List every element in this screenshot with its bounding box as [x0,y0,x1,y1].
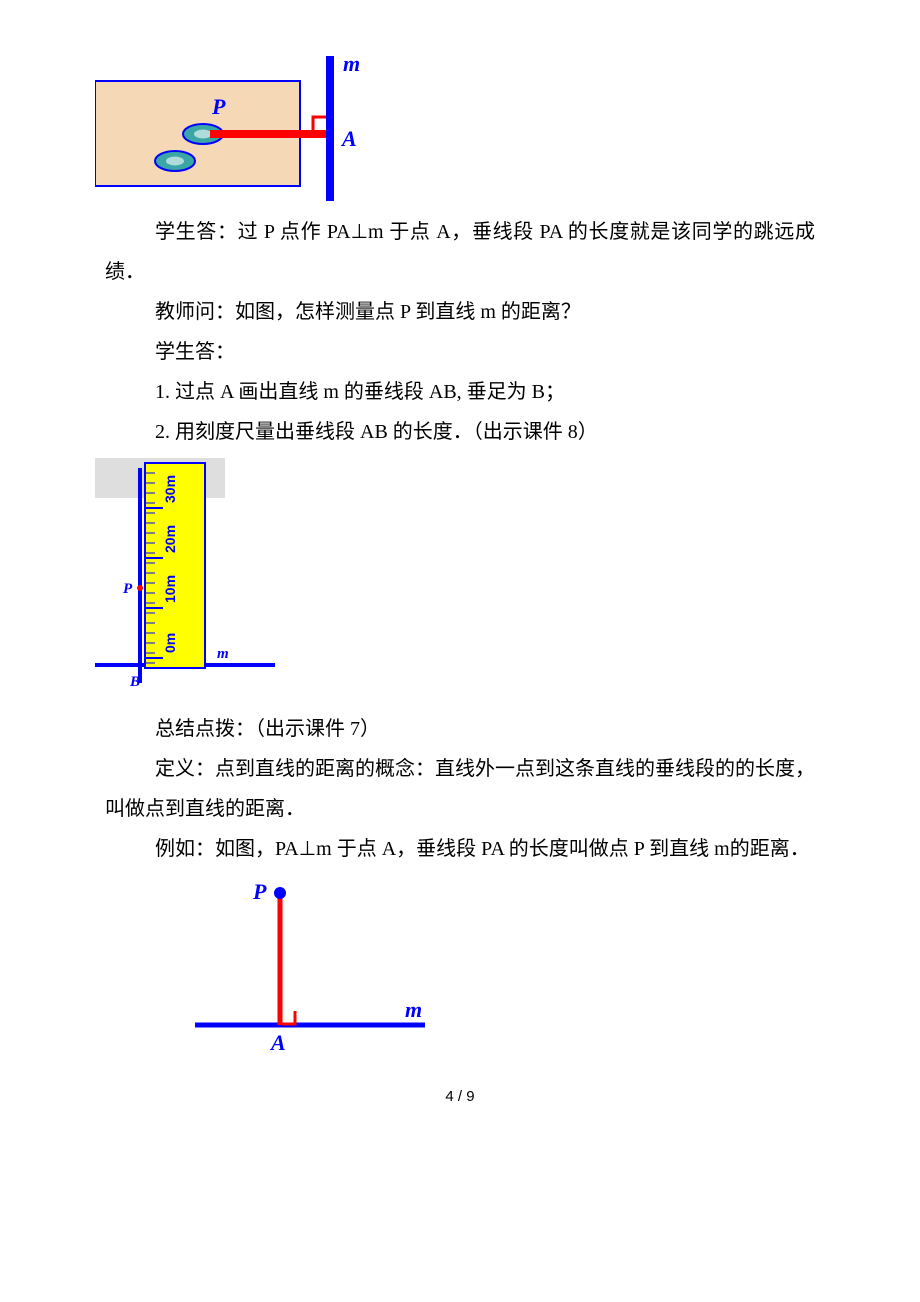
figure-3: P Am [195,875,815,1060]
svg-text:0m: 0m [162,633,178,653]
svg-text:P: P [211,94,226,119]
svg-text:P: P [252,879,267,904]
figure-1: m P A [95,56,815,206]
para-example: 例如：如图，PA⊥m 于点 A，垂线段 PA 的长度叫做点 P 到直线 m的距离… [105,829,815,869]
svg-text:P: P [123,581,133,597]
svg-text:m: m [343,56,360,76]
svg-text:10m: 10m [162,575,178,603]
para-step-2: 2. 用刻度尺量出垂线段 AB 的长度．（出示课件 8） [105,412,815,452]
svg-text:m: m [217,646,229,662]
para-teacher-question: 教师问：如图，怎样测量点 P 到直线 m 的距离？ [105,292,815,332]
para-student-answer-2: 学生答： [105,332,815,372]
para-summary: 总结点拨：（出示课件 7） [105,709,815,749]
page-content: m P A 学生答：过 P 点作 PA⊥m 于点 A，垂线段 PA 的长度就是该同学… [0,0,920,1145]
page-footer: 4 / 9 [105,1088,815,1105]
svg-text:30m: 30m [162,475,178,503]
svg-text:A: A [340,126,357,151]
svg-text:A: A [269,1030,286,1055]
svg-text:m: m [405,997,422,1022]
para-student-answer-1: 学生答：过 P 点作 PA⊥m 于点 A，垂线段 PA 的长度就是该同学的跳远成… [105,212,815,292]
para-step-1: 1. 过点 A 画出直线 m 的垂线段 AB, 垂足为 B； [105,372,815,412]
figure-2: 0m 10m 20m 30m Pm B [95,458,815,703]
para-definition: 定义：点到直线的距离的概念：直线外一点到这条直线的垂线段的的长度，叫做点到直线的… [105,749,815,829]
svg-text:20m: 20m [162,525,178,553]
svg-text:B: B [129,674,140,690]
